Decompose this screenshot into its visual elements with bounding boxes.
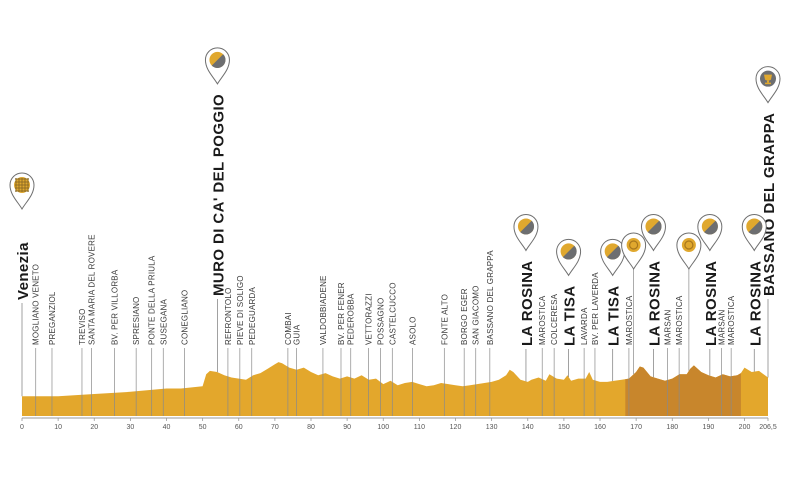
location-label: MARSAN [717, 310, 726, 345]
x-tick-label: 206,5 [759, 424, 777, 431]
x-tick-label: 200 [739, 424, 751, 431]
x-tick-label: 170 [630, 424, 642, 431]
start-icon [9, 172, 35, 211]
intermediate-sprint-icon [621, 232, 647, 271]
x-tick-label: 100 [377, 424, 389, 431]
x-tick-label: 110 [414, 424, 425, 431]
intermediate-sprint-icon [676, 232, 702, 271]
x-axis: 0 10 20 30 40 50 60 70 80 90 100 110 120 130 140 150 160… [20, 417, 777, 431]
location-label: VALDOBBIADENE [319, 275, 328, 345]
x-tick-label: 90 [343, 424, 351, 431]
location-label: REFRONTOLO [224, 288, 233, 345]
key-point-label: MURO DI CA' DEL POGGIO [210, 94, 227, 296]
x-tick-label: 10 [54, 424, 62, 431]
location-label: BORGO EGER [460, 288, 469, 345]
location-label: MARSAN [664, 310, 673, 345]
finish-trophy-icon [755, 66, 781, 104]
location-label: BV. PER VILLORBA [110, 269, 119, 345]
key-point-label: LA ROSINA [703, 260, 720, 346]
x-tick-label: 40 [163, 424, 171, 431]
location-label: CONEGLIANO [181, 290, 190, 345]
location-label: COLCERESA [550, 293, 559, 345]
location-label: MAROSTICA [538, 295, 547, 345]
key-point-label: LA ROSINA [519, 260, 536, 346]
location-label: POSSAGNO [376, 298, 385, 345]
location-labels: MOGLIANO VENETO PREGANZIOL TREVISO SANTA MA… [15, 94, 778, 346]
x-tick-label: 60 [235, 424, 243, 431]
profile-area [22, 362, 768, 416]
location-label: SAN GIACOMO [472, 285, 481, 345]
key-point-label: LA ROSINA [646, 260, 663, 346]
x-tick-label: 130 [486, 424, 498, 431]
location-label: GUIA [293, 324, 302, 345]
key-point-label: LA ROSINA [747, 260, 764, 346]
key-point-label: BASSANO DEL GRAPPA [761, 113, 778, 296]
climb-gpm-icon [640, 213, 666, 252]
location-label: TREVISO [78, 308, 87, 345]
key-point-label: LA TISA [606, 285, 623, 346]
x-tick-label: 70 [271, 424, 279, 431]
key-point-label: LA TISA [562, 285, 579, 346]
x-tick-label: 140 [522, 424, 534, 431]
location-label: PONTE DELLA PRIULA [148, 255, 157, 345]
location-label: CASTELCUCCO [388, 282, 397, 345]
location-label: BASSANO DEL GRAPPA [486, 250, 495, 345]
x-tick-label: 0 [20, 424, 24, 431]
climb-markers [9, 47, 781, 277]
x-tick-label: 80 [307, 424, 315, 431]
location-label: FONTE ALTO [440, 294, 449, 345]
x-tick-label: 190 [703, 424, 715, 431]
location-label: BV. PER LAVERDA [591, 272, 600, 345]
location-label: MAROSTICA [625, 295, 634, 345]
location-label: LAVARDA [580, 307, 589, 345]
climb-gpm-icon [741, 213, 767, 252]
circuit-section [625, 362, 741, 416]
climb-gpm-icon [697, 213, 723, 252]
climb-gpm-icon [513, 213, 539, 252]
location-label: PREGANZIOL [48, 291, 57, 345]
x-tick-label: 160 [594, 424, 606, 431]
key-point-label: Venezia [15, 242, 32, 300]
location-label: PIEVE DI SOLIGO [236, 275, 245, 345]
location-label: ASOLO [409, 316, 418, 345]
x-tick-label: 20 [90, 424, 98, 431]
location-label: BV. PER FENER [337, 282, 346, 345]
x-tick-label: 120 [450, 424, 462, 431]
location-label: VETTORAZZI [364, 293, 373, 345]
elevation-profile [22, 362, 768, 416]
location-label: SPRESIANO [132, 297, 141, 345]
location-lines [21, 260, 769, 416]
climb-gpm-icon [556, 238, 582, 277]
location-label: PEDEGUARDA [248, 287, 257, 345]
climb-gpm-icon [600, 238, 626, 277]
x-tick-label: 150 [558, 424, 570, 431]
location-label: MOGLIANO VENETO [32, 264, 41, 345]
x-tick-label: 50 [199, 424, 207, 431]
x-tick-label: 30 [126, 424, 134, 431]
location-label: SANTA MARIA DEL ROVERE [87, 234, 96, 345]
location-label: MAROSTICA [675, 295, 684, 345]
location-label: SUSEGANA [159, 298, 168, 345]
location-label: PEDEROBBA [347, 293, 356, 345]
climb-gpm-icon [204, 47, 230, 85]
location-label: COMBAI [284, 312, 293, 345]
x-tick-label: 180 [666, 424, 678, 431]
location-label: MAROSTICA [727, 295, 736, 345]
